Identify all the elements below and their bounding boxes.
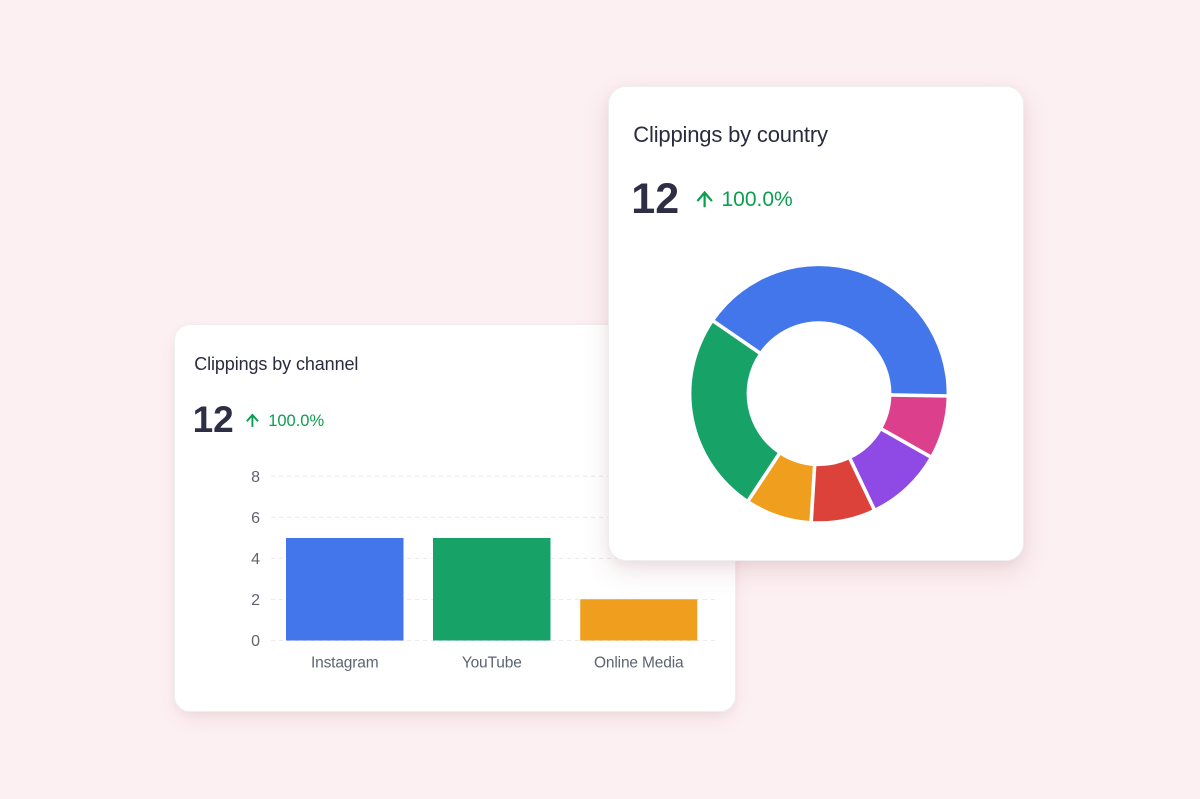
svg-text:0: 0 [251,633,260,650]
svg-text:8: 8 [251,469,260,486]
svg-text:4: 4 [251,551,260,568]
svg-text:Instagram: Instagram [311,655,379,672]
svg-text:2: 2 [251,592,260,609]
svg-text:6: 6 [251,510,260,527]
svg-text:Online Media: Online Media [594,655,684,672]
svg-text:YouTube: YouTube [462,655,522,672]
